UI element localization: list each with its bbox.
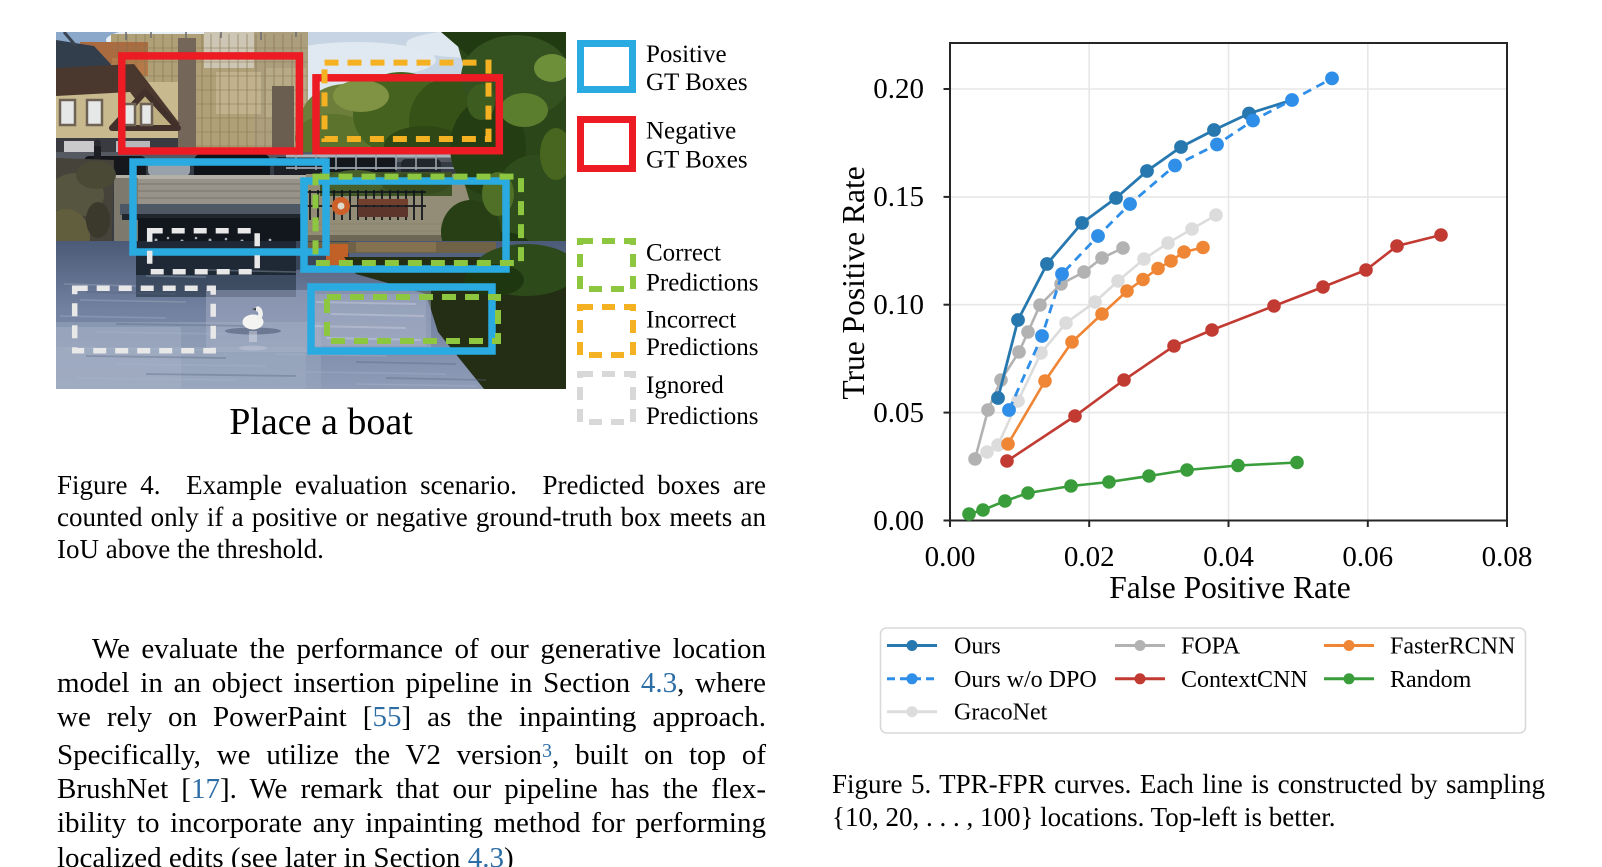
- svg-text:0.05: 0.05: [873, 397, 924, 429]
- svg-text:0.06: 0.06: [1342, 541, 1393, 573]
- svg-text:Random: Random: [1390, 667, 1472, 693]
- svg-text:0.02: 0.02: [1064, 541, 1115, 573]
- svg-text:GT Boxes: GT Boxes: [646, 147, 748, 174]
- svg-text:FOPA: FOPA: [1181, 634, 1241, 660]
- svg-text:GracoNet: GracoNet: [954, 700, 1048, 726]
- svg-text:True Positive Rate: True Positive Rate: [836, 166, 871, 399]
- svg-text:0.15: 0.15: [873, 181, 924, 213]
- svg-text:0.04: 0.04: [1203, 541, 1254, 573]
- svg-text:Negative: Negative: [646, 118, 736, 145]
- svg-text:0.00: 0.00: [873, 505, 924, 537]
- svg-text:Ignored: Ignored: [646, 372, 724, 399]
- svg-text:ContextCNN: ContextCNN: [1181, 667, 1308, 693]
- svg-text:Positive: Positive: [646, 41, 727, 68]
- svg-text:0.10: 0.10: [873, 289, 924, 321]
- svg-text:Predictions: Predictions: [646, 270, 759, 297]
- svg-text:False Positive Rate: False Positive Rate: [1109, 570, 1350, 605]
- svg-text:Correct: Correct: [646, 240, 721, 267]
- svg-text:Predictions: Predictions: [646, 403, 759, 430]
- svg-text:Predictions: Predictions: [646, 334, 759, 361]
- svg-text:0.00: 0.00: [925, 541, 976, 573]
- svg-text:Ours w/o DPO: Ours w/o DPO: [954, 667, 1097, 693]
- svg-text:Ours: Ours: [954, 634, 1001, 660]
- svg-text:0.08: 0.08: [1482, 541, 1533, 573]
- svg-text:0.20: 0.20: [873, 73, 924, 105]
- svg-text:FasterRCNN: FasterRCNN: [1390, 634, 1515, 660]
- svg-text:GT Boxes: GT Boxes: [646, 69, 748, 96]
- svg-text:Incorrect: Incorrect: [646, 307, 736, 334]
